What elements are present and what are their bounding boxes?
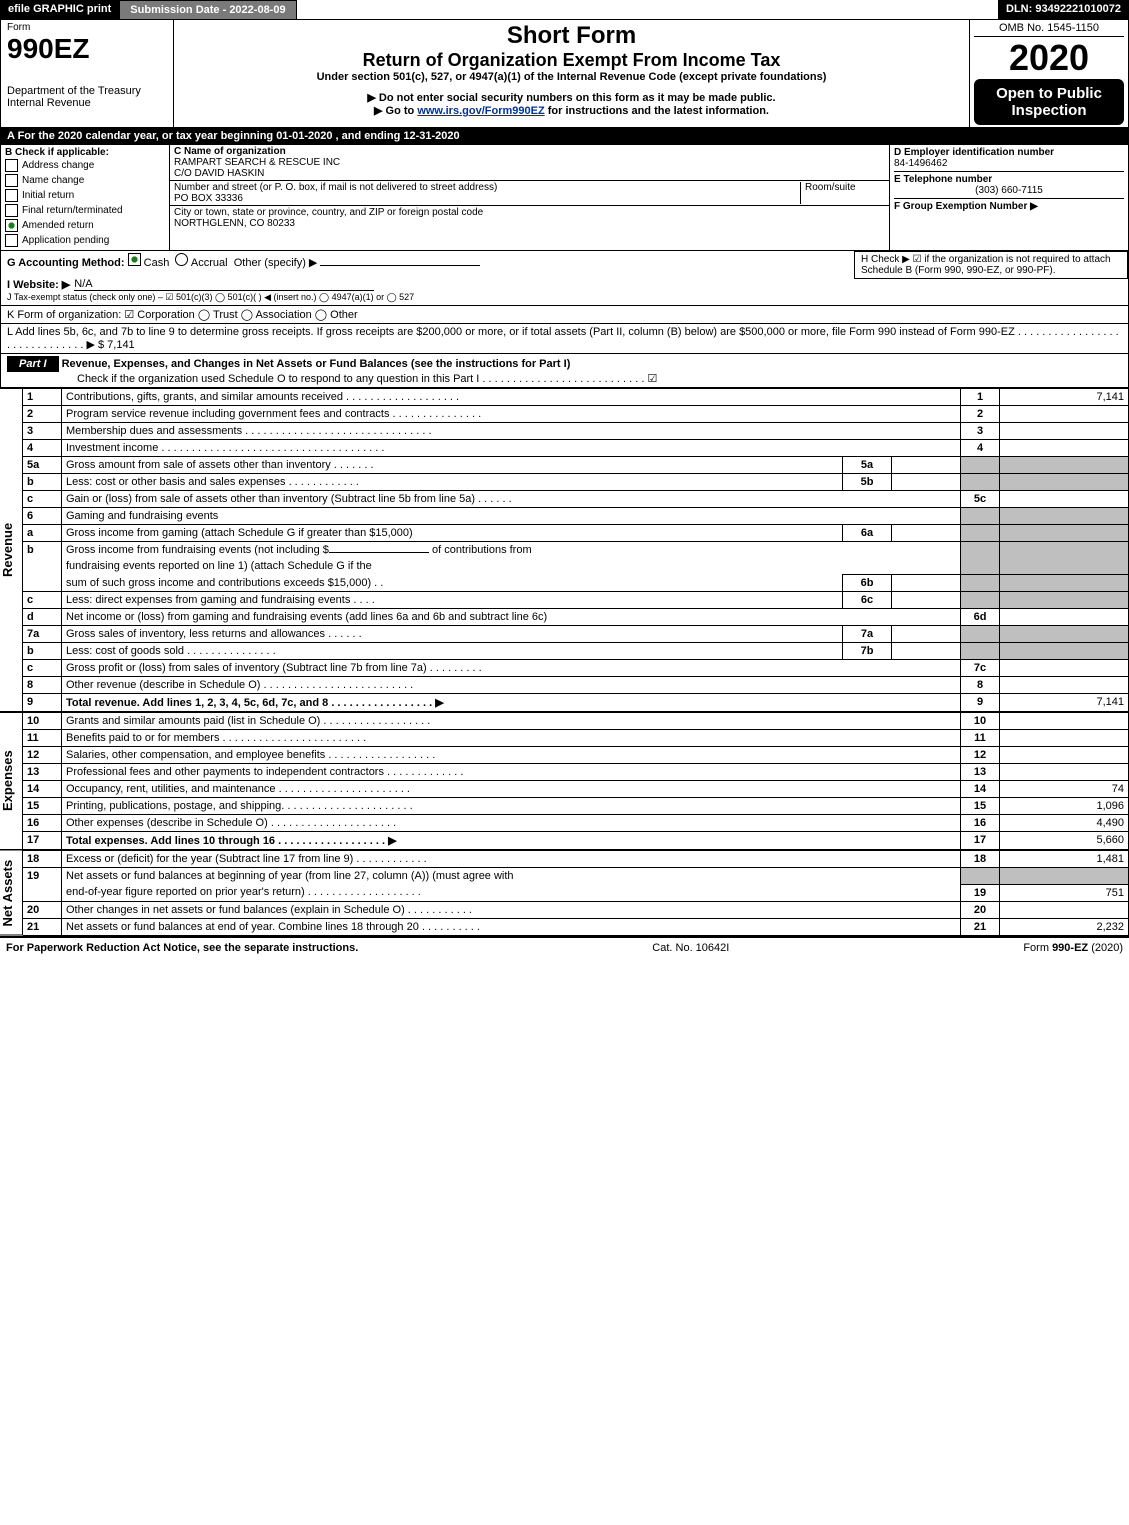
- short-form-title: Short Form: [180, 22, 963, 50]
- table-row: 14Occupancy, rent, utilities, and mainte…: [23, 781, 1129, 798]
- c-name-label: C Name of organization: [174, 146, 286, 157]
- line-g-h: G Accounting Method: Cash Accrual Other …: [0, 251, 1129, 306]
- checkbox-icon[interactable]: [5, 159, 18, 172]
- checkbox-icon[interactable]: [5, 234, 18, 247]
- tax-year: 2020: [974, 37, 1124, 79]
- table-row: 21Net assets or fund balances at end of …: [23, 918, 1129, 935]
- expenses-label: Expenses: [0, 712, 23, 850]
- dln-label: DLN: 93492221010072: [998, 0, 1129, 20]
- cash-checkbox[interactable]: [128, 253, 141, 266]
- checkbox-icon[interactable]: [5, 204, 18, 217]
- room-label: Room/suite: [800, 182, 885, 204]
- website: N/A: [74, 278, 374, 291]
- line-a: A For the 2020 calendar year, or tax yea…: [0, 128, 1129, 145]
- phone: (303) 660-7115: [894, 185, 1124, 196]
- netassets-label: Net Assets: [0, 850, 23, 936]
- city-label: City or town, state or province, country…: [174, 207, 483, 218]
- f-label: F Group Exemption Number ▶: [894, 198, 1124, 212]
- line-k: K Form of organization: ☑ Corporation ◯ …: [0, 306, 1129, 324]
- top-bar: efile GRAPHIC print Submission Date - 20…: [0, 0, 1129, 20]
- expenses-table: 10Grants and similar amounts paid (list …: [23, 712, 1129, 850]
- form-title: Return of Organization Exempt From Incom…: [180, 50, 963, 71]
- checkbox-icon[interactable]: [5, 189, 18, 202]
- table-row: 18Excess or (deficit) for the year (Subt…: [23, 851, 1129, 868]
- addr-label: Number and street (or P. O. box, if mail…: [174, 182, 497, 193]
- form-label: Form: [7, 22, 167, 33]
- revenue-label: Revenue: [0, 388, 23, 712]
- table-row: 13Professional fees and other payments t…: [23, 764, 1129, 781]
- table-row: 20Other changes in net assets or fund ba…: [23, 901, 1129, 918]
- e-label: E Telephone number: [894, 171, 1124, 185]
- netassets-table: 18Excess or (deficit) for the year (Subt…: [23, 850, 1129, 936]
- table-row: 1Contributions, gifts, grants, and simil…: [23, 389, 1129, 406]
- irs-link[interactable]: www.irs.gov/Form990EZ: [417, 105, 544, 117]
- b-check-3: Final return/terminated: [5, 203, 165, 218]
- table-row: 15Printing, publications, postage, and s…: [23, 798, 1129, 815]
- form-number: 990EZ: [7, 33, 167, 65]
- table-row: 3Membership dues and assessments . . . .…: [23, 423, 1129, 440]
- b-check-2: Initial return: [5, 188, 165, 203]
- b-check-5: Application pending: [5, 233, 165, 248]
- table-row: end-of-year figure reported on prior yea…: [23, 884, 1129, 901]
- checkbox-icon[interactable]: [5, 219, 18, 232]
- table-row: 16Other expenses (describe in Schedule O…: [23, 815, 1129, 832]
- org-city: NORTHGLENN, CO 80233: [174, 218, 295, 229]
- table-row: 12Salaries, other compensation, and empl…: [23, 747, 1129, 764]
- table-row: 2Program service revenue including gover…: [23, 406, 1129, 423]
- ein: 84-1496462: [894, 158, 1124, 169]
- omb-number: OMB No. 1545-1150: [974, 22, 1124, 37]
- d-label: D Employer identification number: [894, 147, 1124, 158]
- page-footer: For Paperwork Reduction Act Notice, see …: [0, 936, 1129, 958]
- revenue-table: 1Contributions, gifts, grants, and simil…: [23, 388, 1129, 712]
- table-row: 17Total expenses. Add lines 10 through 1…: [23, 832, 1129, 850]
- inspection-box: Open to Public Inspection: [974, 79, 1124, 125]
- b-title: B Check if applicable:: [5, 147, 165, 158]
- b-check-1: Name change: [5, 173, 165, 188]
- line-l: L Add lines 5b, 6c, and 7b to line 9 to …: [0, 324, 1129, 354]
- checkbox-icon[interactable]: [5, 174, 18, 187]
- form-header: Form 990EZ Department of the Treasury In…: [0, 20, 1129, 128]
- submission-date: Submission Date - 2022-08-09: [119, 0, 296, 20]
- b-check-0: Address change: [5, 158, 165, 173]
- ssn-warning: ▶ Do not enter social security numbers o…: [180, 91, 963, 104]
- efile-label: efile GRAPHIC print: [0, 0, 119, 20]
- table-row: 19Net assets or fund balances at beginni…: [23, 868, 1129, 885]
- goto-line: ▶ Go to www.irs.gov/Form990EZ for instru…: [180, 104, 963, 117]
- table-row: 10Grants and similar amounts paid (list …: [23, 713, 1129, 730]
- h-box: H Check ▶ ☑ if the organization is not r…: [854, 251, 1128, 279]
- table-row: 4Investment income . . . . . . . . . . .…: [23, 440, 1129, 457]
- dept-label: Department of the Treasury: [7, 85, 167, 97]
- part1-header: Part I Revenue, Expenses, and Changes in…: [0, 354, 1129, 388]
- irs-label: Internal Revenue: [7, 97, 167, 109]
- org-name: RAMPART SEARCH & RESCUE INC: [174, 157, 340, 168]
- org-meta: B Check if applicable: Address change Na…: [0, 145, 1129, 251]
- b-check-4: Amended return: [5, 218, 165, 233]
- form-subtitle: Under section 501(c), 527, or 4947(a)(1)…: [180, 71, 963, 83]
- line-j: J Tax-exempt status (check only one) – ☑…: [7, 292, 1122, 303]
- accrual-radio[interactable]: [175, 253, 188, 266]
- table-row: 11Benefits paid to or for members . . . …: [23, 730, 1129, 747]
- org-addr: PO BOX 33336: [174, 193, 243, 204]
- org-name2: C/O DAVID HASKIN: [174, 168, 264, 179]
